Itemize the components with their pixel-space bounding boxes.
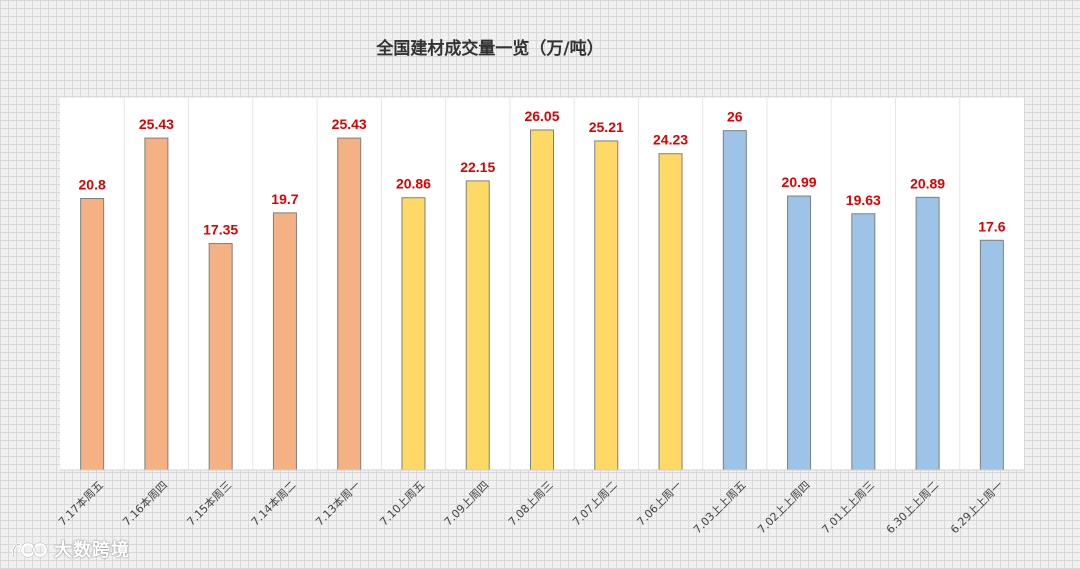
tick-label: 7.07上周二: [570, 479, 620, 529]
tick-label: 7.03上上周五: [691, 479, 749, 537]
tick-label: 7.01上上周三: [819, 479, 877, 537]
bar: [658, 153, 683, 471]
value-label: 20.99: [782, 174, 817, 190]
bar: [401, 197, 426, 471]
value-label: 24.23: [653, 132, 688, 148]
bar: [465, 180, 490, 471]
bar: [337, 137, 362, 471]
value-label: 20.8: [79, 177, 106, 193]
value-label: 20.89: [910, 175, 945, 191]
bar: [722, 130, 747, 471]
tick-labels: 7.17本周五 7.16本周四 7.15本周三 7.14本周二 7.13本周一 7.10上…: [55, 478, 1005, 536]
value-label: 17.35: [203, 222, 238, 238]
bar: [530, 129, 554, 471]
bar: [144, 137, 169, 471]
value-label: 26.05: [524, 108, 559, 124]
value-label: 19.7: [271, 191, 298, 207]
bar: [851, 213, 876, 471]
watermark-text: 大数跨境: [54, 540, 130, 561]
value-label: 25.43: [332, 116, 367, 132]
tick-label: 7.15本周三: [184, 478, 235, 529]
value-label: 19.63: [846, 192, 881, 208]
watermark: 大数跨境: [10, 536, 130, 562]
value-label: 22.15: [460, 159, 495, 175]
value-label: 17.6: [978, 218, 1005, 234]
bar: [787, 195, 812, 471]
bars: [80, 129, 1004, 471]
bar: [594, 140, 619, 471]
tick-label: 7.13本周一: [312, 478, 363, 529]
tick-label: 6.30上上周二: [884, 479, 942, 537]
value-label: 26: [727, 109, 743, 125]
chart-title: 全国建材成交量一览（万/吨）: [376, 39, 604, 59]
bar: [272, 212, 297, 471]
logo-icon: [12, 542, 48, 558]
bar: [208, 243, 233, 471]
tick-label: 7.10上周五: [377, 479, 427, 529]
tick-label: 7.16本周四: [120, 478, 171, 529]
category-separators: [123, 98, 961, 470]
value-label: 20.86: [396, 176, 431, 192]
value-label: 25.43: [139, 116, 174, 132]
bar: [80, 198, 105, 471]
value-label: 25.21: [589, 119, 624, 135]
value-labels: 20.8 25.43 17.35 19.7 25.43 20.86 22.15 26.05 25…: [79, 108, 1006, 238]
tick-label: 7.02上上周四: [755, 479, 813, 537]
tick-label: 7.06上周一: [634, 479, 684, 529]
tick-label: 7.14本周二: [248, 478, 299, 529]
tick-label: 7.17本周五: [55, 478, 106, 529]
bar: [979, 239, 1004, 471]
bar: [915, 196, 940, 471]
tick-label: 7.09上周四: [442, 479, 492, 529]
tick-label: 6.29上上周一: [948, 479, 1006, 537]
tick-label: 7.08上周三: [506, 479, 556, 529]
